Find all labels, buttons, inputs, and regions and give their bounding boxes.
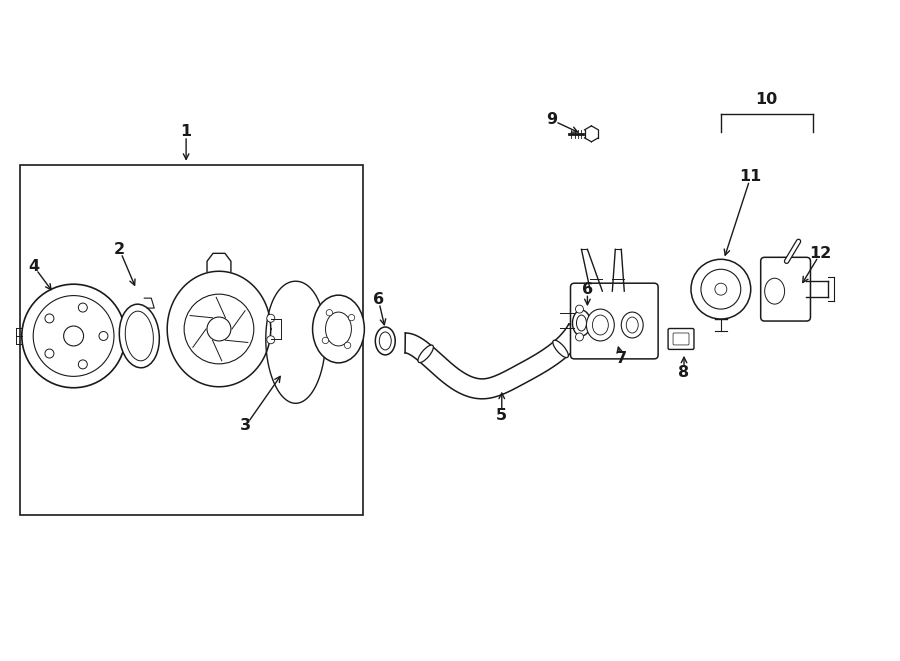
Ellipse shape <box>592 315 608 335</box>
Circle shape <box>266 336 274 344</box>
Ellipse shape <box>312 295 364 363</box>
FancyBboxPatch shape <box>760 257 811 321</box>
Circle shape <box>348 315 355 321</box>
Text: 5: 5 <box>496 408 508 423</box>
Circle shape <box>345 342 351 348</box>
Text: 9: 9 <box>546 112 557 128</box>
Circle shape <box>266 314 274 322</box>
Ellipse shape <box>765 278 785 304</box>
Circle shape <box>45 349 54 358</box>
Text: 6: 6 <box>582 282 593 297</box>
Bar <box>20 165 364 515</box>
Ellipse shape <box>375 327 395 355</box>
Circle shape <box>64 326 84 346</box>
Ellipse shape <box>326 312 351 346</box>
Ellipse shape <box>587 309 615 341</box>
FancyBboxPatch shape <box>673 333 689 345</box>
Text: 4: 4 <box>28 258 40 274</box>
Text: 3: 3 <box>240 418 251 433</box>
Ellipse shape <box>621 312 644 338</box>
Text: 6: 6 <box>373 292 384 307</box>
Circle shape <box>701 269 741 309</box>
Circle shape <box>184 294 254 364</box>
FancyBboxPatch shape <box>571 283 658 359</box>
Circle shape <box>45 314 54 323</box>
Circle shape <box>575 305 583 313</box>
Text: 11: 11 <box>740 169 762 184</box>
Text: 2: 2 <box>113 242 125 257</box>
Ellipse shape <box>418 345 434 363</box>
FancyBboxPatch shape <box>668 329 694 350</box>
Ellipse shape <box>120 304 159 368</box>
Circle shape <box>575 333 583 341</box>
Circle shape <box>99 332 108 340</box>
Circle shape <box>78 360 87 369</box>
Circle shape <box>78 303 87 312</box>
Text: 1: 1 <box>181 124 192 139</box>
Circle shape <box>22 284 125 388</box>
Ellipse shape <box>577 315 587 331</box>
Ellipse shape <box>553 340 568 358</box>
Circle shape <box>326 309 332 316</box>
Circle shape <box>322 337 328 344</box>
Circle shape <box>691 259 751 319</box>
Ellipse shape <box>125 311 153 361</box>
Text: 10: 10 <box>755 93 778 108</box>
Circle shape <box>207 317 231 341</box>
Text: 8: 8 <box>679 366 689 380</box>
Circle shape <box>33 295 114 376</box>
Circle shape <box>715 283 727 295</box>
Text: 7: 7 <box>616 352 626 366</box>
Ellipse shape <box>379 332 392 350</box>
Text: 12: 12 <box>809 246 832 261</box>
Ellipse shape <box>572 310 590 336</box>
Ellipse shape <box>626 317 638 333</box>
